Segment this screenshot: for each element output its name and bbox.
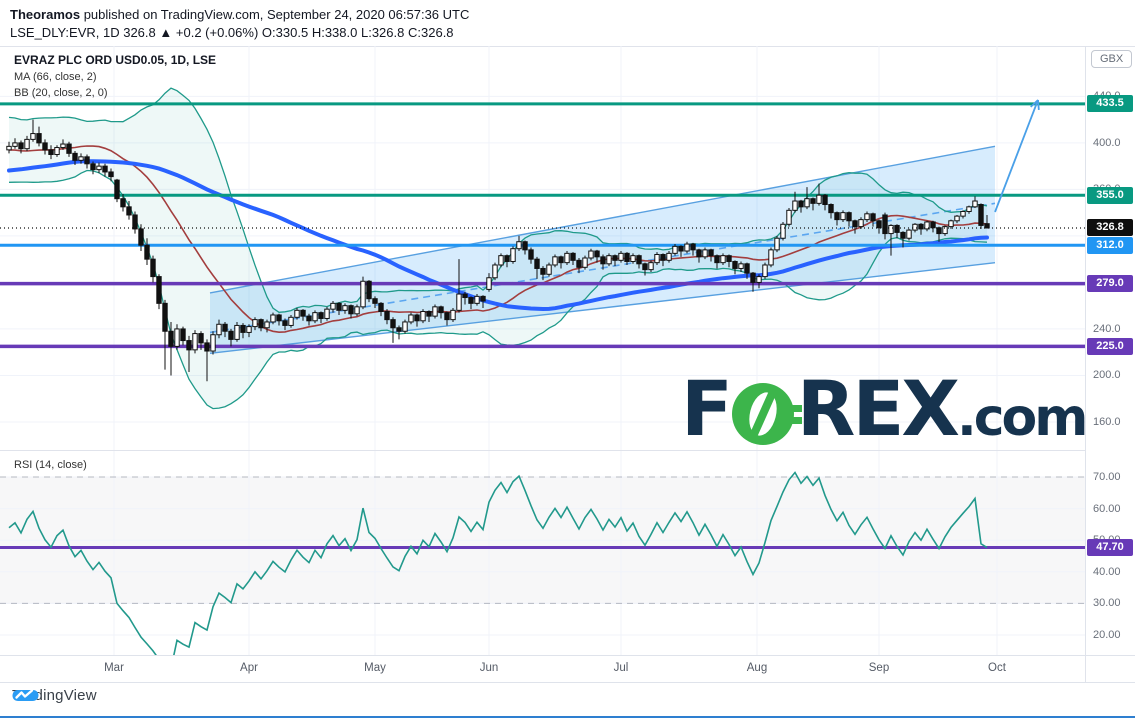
- panel-divider[interactable]: [0, 450, 1085, 451]
- high-label: H:: [311, 25, 325, 40]
- publish-header: Theoramos published on TradingView.com, …: [10, 6, 469, 24]
- month-label: Aug: [746, 662, 768, 674]
- chart-legend: EVRAZ PLC ORD USD0.05, 1D, LSE MA (66, c…: [14, 52, 216, 101]
- price-tick-label: 160.0: [1093, 415, 1121, 428]
- price-level-badge: 225.0: [1087, 337, 1133, 355]
- publish-info: published on TradingView.com, September …: [80, 7, 470, 22]
- watermark-rex: REX: [796, 364, 960, 453]
- axis-corner-divider: [1085, 656, 1086, 682]
- month-label: Apr: [240, 662, 258, 674]
- price-tick-label: 200.0: [1093, 369, 1121, 382]
- rsi-pane[interactable]: [0, 451, 1085, 655]
- forecast-arrow: [994, 99, 1039, 213]
- price-level-lines: [0, 102, 1085, 349]
- rsi-level-badge: 47.70: [1087, 538, 1133, 556]
- time-axis[interactable]: Mar Apr May Jun Jul Aug Sep Oct: [0, 655, 1135, 683]
- channel-top-line: [209, 145, 996, 294]
- high-value: 338.0: [324, 25, 358, 40]
- price-level-badge: 433.5: [1087, 95, 1133, 113]
- bottom-accent-line: [0, 716, 1135, 718]
- open-label: O:: [261, 25, 276, 40]
- up-arrow-icon: ▲: [159, 25, 173, 40]
- tradingview-footer[interactable]: TradingView: [12, 687, 97, 704]
- month-label: May: [364, 662, 386, 674]
- bollinger-basis-line: [8, 145, 988, 334]
- watermark-com: .com: [956, 388, 1088, 448]
- tradingview-logo-icon: [12, 689, 39, 701]
- month-label: Mar: [104, 662, 124, 674]
- trend-channel-fill: [210, 146, 995, 354]
- month-label: Jul: [613, 662, 629, 674]
- month-label: Oct: [988, 662, 1006, 674]
- month-label: Jun: [479, 662, 499, 674]
- ma-legend: MA (66, close, 2): [14, 71, 97, 83]
- rsi-tick-label: 30.00: [1093, 597, 1121, 610]
- price-level-badge: 279.0: [1087, 275, 1133, 293]
- symbol-name: LSE_DLY:EVR, 1D: [10, 25, 120, 40]
- price-axis[interactable]: GBX 440.0400.0360.0240.0200.0160.0433.53…: [1085, 46, 1135, 655]
- forex-com-watermark: F REX .com: [681, 364, 1088, 453]
- author-name: Theoramos: [10, 7, 81, 22]
- currency-toggle-button[interactable]: GBX: [1091, 50, 1133, 68]
- rsi-legend: RSI (14, close): [14, 459, 87, 471]
- rsi-tick-label: 60.00: [1093, 502, 1121, 515]
- bollinger-fill: [9, 88, 987, 409]
- ma66-line: [7, 159, 989, 312]
- price-tick-label: 400.0: [1093, 136, 1121, 149]
- price-change: +0.2 (+0.06%): [175, 25, 259, 40]
- price-level-badge: 326.8: [1087, 219, 1133, 237]
- close-label: C:: [408, 25, 421, 40]
- rsi-tick-label: 20.00: [1093, 629, 1121, 641]
- symbol-header: LSE_DLY:EVR, 1D 326.8 ▲ +0.2 (+0.06%) O:…: [10, 24, 454, 42]
- price-level-badge: 355.0: [1087, 186, 1133, 204]
- watermark-f: F: [681, 364, 733, 453]
- bb-legend: BB (20, close, 2, 0): [14, 87, 108, 99]
- price-tick-label: 240.0: [1093, 322, 1121, 335]
- rsi-tick-label: 70.00: [1093, 471, 1121, 483]
- rsi-line: [8, 471, 988, 655]
- main-price-chart[interactable]: [0, 46, 1085, 450]
- low-label: L:: [360, 25, 372, 40]
- month-label: Sep: [868, 662, 890, 674]
- close-value: 326.8: [421, 25, 454, 40]
- low-value: 326.8: [371, 25, 405, 40]
- bollinger-upper-line: [8, 87, 988, 313]
- open-value: 330.5: [275, 25, 309, 40]
- candlestick-series: [6, 119, 990, 382]
- header-divider: [0, 46, 1135, 47]
- price-level-badge: 312.0: [1087, 236, 1133, 254]
- last-price: 326.8: [123, 25, 156, 40]
- instrument-title: EVRAZ PLC ORD USD0.05, 1D, LSE: [14, 53, 217, 67]
- forex-o-icon: [731, 383, 802, 445]
- rsi-tick-label: 40.00: [1093, 565, 1121, 578]
